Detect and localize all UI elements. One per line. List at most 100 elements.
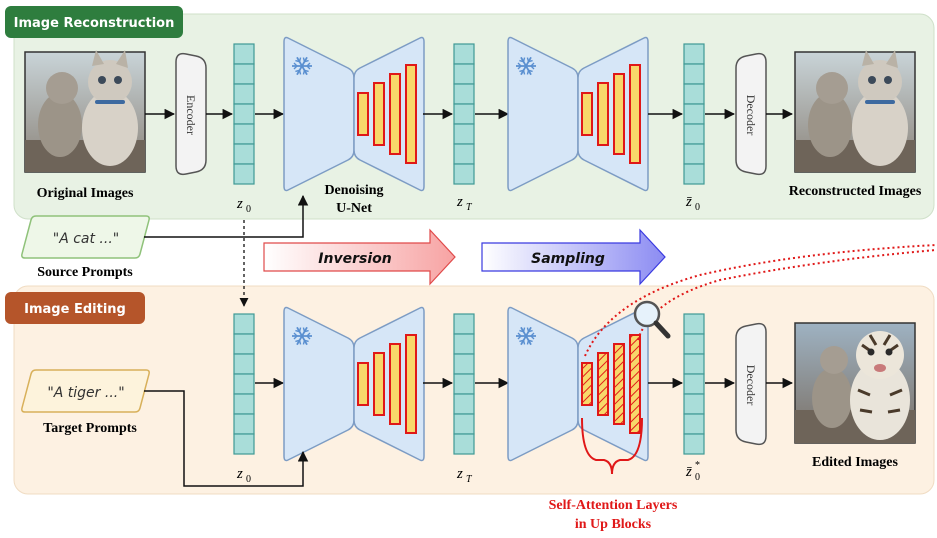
latent-cell — [453, 163, 475, 185]
up-block-bar — [405, 334, 417, 434]
edited-images-label: Edited Images — [812, 455, 899, 470]
latent-cell — [683, 163, 705, 185]
latent-zT-label-bottom: z T — [456, 466, 473, 485]
latent-cell — [233, 313, 255, 335]
target-prompt-text: "A tiger ..." — [47, 385, 124, 401]
editing-tag-label: Image Editing — [24, 302, 126, 317]
decoder-label-top: Decoder — [744, 95, 758, 136]
latent-z0-label-bottom: z 0 — [236, 466, 251, 485]
unet-inversion-bottom — [283, 306, 425, 462]
unet-label: U-Net — [336, 201, 372, 216]
latent-z0-bottom — [233, 313, 255, 455]
up-block-bar — [389, 73, 401, 155]
svg-text:z̄: z̄ — [685, 464, 692, 480]
latent-cell — [453, 353, 475, 375]
latent-cell — [233, 103, 255, 125]
svg-text:T: T — [466, 474, 473, 485]
latent-cell — [683, 63, 705, 85]
latent-zT-label-top: z T — [456, 194, 473, 213]
up-block-bar — [405, 64, 417, 164]
svg-text:*: * — [695, 460, 700, 471]
svg-text:0: 0 — [246, 204, 251, 215]
unet-sampling-top — [507, 36, 649, 192]
up-block-bar — [581, 362, 593, 406]
unet-sampling-bottom — [507, 306, 649, 462]
reconstruction-tag-label: Image Reconstruction — [14, 16, 175, 31]
latent-cell — [233, 83, 255, 105]
latent-cell — [453, 373, 475, 395]
svg-text:z: z — [236, 196, 243, 212]
latent-cell — [233, 63, 255, 85]
up-block-bar — [613, 343, 625, 425]
source-prompt-text: "A cat ..." — [53, 231, 119, 247]
latent-cell — [683, 353, 705, 375]
inversion-arrow: Inversion — [263, 228, 456, 286]
latent-cell — [683, 433, 705, 455]
latent-cell — [453, 63, 475, 85]
original-image — [24, 50, 146, 173]
latent-cell — [233, 123, 255, 145]
latent-cell — [683, 123, 705, 145]
svg-text:0: 0 — [695, 202, 700, 213]
svg-text:0: 0 — [695, 472, 700, 483]
latent-cell — [233, 143, 255, 165]
latent-cell — [453, 123, 475, 145]
up-block-bar — [357, 362, 369, 406]
sampling-arrow: Sampling — [481, 228, 666, 286]
reconstruction-tag — [5, 6, 183, 38]
up-block-bar — [597, 82, 609, 146]
latent-z0bar-star-label: z̄ * 0 — [685, 460, 700, 483]
latent-cell — [233, 163, 255, 185]
up-block-bar — [597, 352, 609, 416]
latent-cell — [683, 373, 705, 395]
latent-cell — [453, 313, 475, 335]
encoder-block: Encoder — [175, 52, 207, 176]
up-block-bar — [613, 73, 625, 155]
up-block-bar — [629, 334, 641, 434]
source-prompts-label: Source Prompts — [37, 265, 133, 280]
target-prompts-label: Target Prompts — [43, 421, 137, 436]
target-prompt-box: "A tiger ..." — [21, 369, 150, 413]
latent-cell — [233, 413, 255, 435]
svg-text:z̄: z̄ — [685, 194, 692, 210]
reconstructed-images-label: Reconstructed Images — [789, 184, 922, 199]
reconstructed-image — [794, 50, 916, 173]
latent-cell — [453, 83, 475, 105]
decoder-label-bottom: Decoder — [744, 365, 758, 406]
up-block-bar — [373, 352, 385, 416]
latent-cell — [233, 393, 255, 415]
latent-cell — [233, 43, 255, 65]
decoder-block-top: Decoder — [735, 52, 767, 176]
encoder-label: Encoder — [184, 95, 198, 135]
up-block-bar — [373, 82, 385, 146]
snowflake-icon — [516, 326, 536, 346]
latent-zT-bottom — [453, 313, 475, 455]
latent-cell — [683, 313, 705, 335]
up-block-bar — [581, 92, 593, 136]
latent-cell — [683, 413, 705, 435]
svg-text:z: z — [456, 466, 463, 482]
latent-cell — [683, 43, 705, 65]
latent-z0-top — [233, 43, 255, 185]
self-attention-label-line2: in Up Blocks — [575, 517, 652, 532]
source-prompt-box: "A cat ..." — [21, 215, 150, 259]
edited-image — [794, 322, 916, 444]
latent-cell — [233, 373, 255, 395]
latent-cell — [453, 43, 475, 65]
denoising-label: Denoising — [324, 183, 383, 198]
latent-cell — [453, 143, 475, 165]
self-attention-label-line1: Self-Attention Layers — [549, 498, 678, 513]
unet-inversion-top — [283, 36, 425, 192]
latent-cell — [453, 333, 475, 355]
latent-cell — [233, 333, 255, 355]
latent-z0bar-label-top: z̄ 0 — [685, 194, 700, 213]
svg-text:z: z — [456, 194, 463, 210]
editing-tag — [5, 292, 145, 324]
latent-cell — [683, 393, 705, 415]
sampling-label: Sampling — [531, 251, 605, 267]
latent-cell — [683, 143, 705, 165]
latent-z0-label-top: z 0 — [236, 196, 251, 215]
up-block-bar — [629, 64, 641, 164]
up-block-bar — [357, 92, 369, 136]
svg-text:0: 0 — [246, 474, 251, 485]
